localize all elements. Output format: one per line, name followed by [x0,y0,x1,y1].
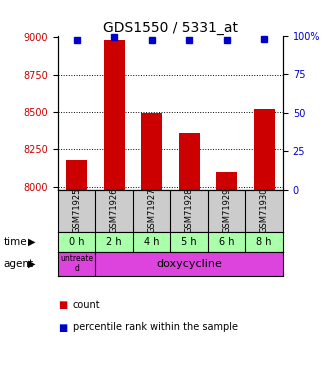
Text: GSM71925: GSM71925 [72,188,81,233]
Text: ■: ■ [58,300,67,310]
Text: 2 h: 2 h [106,237,122,247]
Text: 0 h: 0 h [69,237,84,247]
Text: GSM71927: GSM71927 [147,188,156,233]
Title: GDS1550 / 5331_at: GDS1550 / 5331_at [103,21,238,34]
Bar [216,172,237,190]
Text: percentile rank within the sample: percentile rank within the sample [73,322,238,333]
Text: 4 h: 4 h [144,237,160,247]
Bar [104,40,124,190]
Text: GSM71928: GSM71928 [185,188,194,233]
Text: GSM71930: GSM71930 [260,188,269,233]
Text: ▶: ▶ [28,237,35,247]
Text: agent: agent [3,259,33,269]
Bar [254,109,274,190]
Text: count: count [73,300,100,310]
Text: 6 h: 6 h [219,237,234,247]
Text: GSM71929: GSM71929 [222,188,231,233]
Bar [141,113,162,190]
Text: untreate
d: untreate d [60,254,93,273]
Text: ▶: ▶ [28,259,35,269]
Text: GSM71926: GSM71926 [110,188,119,233]
Text: 5 h: 5 h [181,237,197,247]
Text: time: time [3,237,27,247]
Bar [66,160,87,190]
Text: ■: ■ [58,322,67,333]
Text: doxycycline: doxycycline [156,259,222,269]
Text: 8 h: 8 h [257,237,272,247]
Bar [179,133,200,190]
